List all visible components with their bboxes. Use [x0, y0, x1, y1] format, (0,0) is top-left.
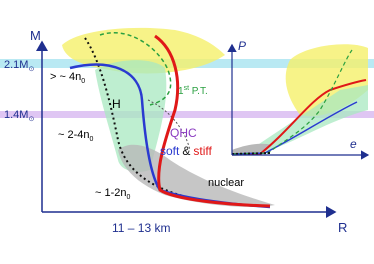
x-label: R	[338, 220, 347, 235]
density-label: ~ 1-2n0	[95, 187, 131, 201]
qhc-curve	[147, 99, 191, 151]
yellow-region	[62, 27, 225, 74]
band-1.4	[0, 111, 374, 118]
dotted-curve	[84, 37, 201, 201]
inset-y-label: P	[238, 39, 246, 53]
eos-legend: soft & stiff	[160, 144, 212, 158]
density-label: ~ 2-4n0	[58, 129, 94, 143]
mass-label: 1.4M⊙	[4, 109, 34, 123]
hadronic-label: H	[112, 97, 121, 111]
green-region	[95, 60, 167, 172]
inset-stiff	[232, 79, 367, 155]
stiff-curve	[154, 34, 271, 208]
inset-x-label: e	[350, 137, 357, 151]
pt-label: 1st P.T.	[178, 85, 208, 97]
radius-range: 11 – 13 km	[112, 221, 170, 235]
inset-pt	[231, 49, 353, 155]
inset-soft	[231, 101, 358, 155]
qhc-label: QHC	[170, 126, 197, 140]
mass-label: 2.1M⊙	[4, 59, 34, 73]
inset: P e	[227, 39, 370, 160]
y-label: M	[30, 28, 41, 43]
pt-curve	[99, 32, 172, 106]
gray-region	[118, 144, 275, 207]
nuclear-label: nuclear	[208, 177, 244, 189]
density-label: > ~ 4n0	[50, 71, 85, 85]
